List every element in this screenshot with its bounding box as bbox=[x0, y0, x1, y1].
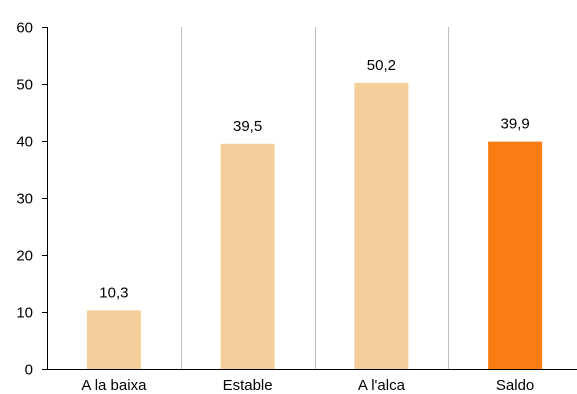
category-label-2: A l'alca bbox=[358, 377, 406, 394]
bars bbox=[86, 82, 543, 370]
x-axis-category-labels: A la baixa Estable A l'alca Saldo bbox=[81, 377, 534, 394]
data-label-3: 39,9 bbox=[500, 116, 529, 133]
y-axis-tick-labels: 0 10 20 30 40 50 60 bbox=[16, 20, 33, 379]
data-labels: 10,3 39,5 50,2 39,9 bbox=[99, 57, 529, 301]
y-tick-label: 50 bbox=[16, 77, 33, 94]
y-tick-label: 0 bbox=[25, 362, 33, 379]
category-label-1: Estable bbox=[223, 377, 273, 394]
data-label-0: 10,3 bbox=[99, 284, 128, 301]
bar-2 bbox=[354, 82, 409, 370]
category-label-0: A la baixa bbox=[81, 377, 147, 394]
axes bbox=[42, 27, 577, 370]
data-label-2: 50,2 bbox=[367, 57, 396, 74]
bar-3 bbox=[488, 141, 543, 369]
bar-0 bbox=[86, 310, 141, 369]
y-tick-label: 60 bbox=[16, 20, 33, 37]
category-label-3: Saldo bbox=[496, 377, 534, 394]
y-tick-label: 40 bbox=[16, 134, 33, 151]
y-tick-label: 10 bbox=[16, 305, 33, 322]
y-tick-label: 30 bbox=[16, 191, 33, 208]
data-label-1: 39,5 bbox=[233, 118, 262, 135]
y-tick-label: 20 bbox=[16, 248, 33, 265]
category-separators bbox=[181, 27, 449, 369]
bar-1 bbox=[220, 143, 275, 369]
